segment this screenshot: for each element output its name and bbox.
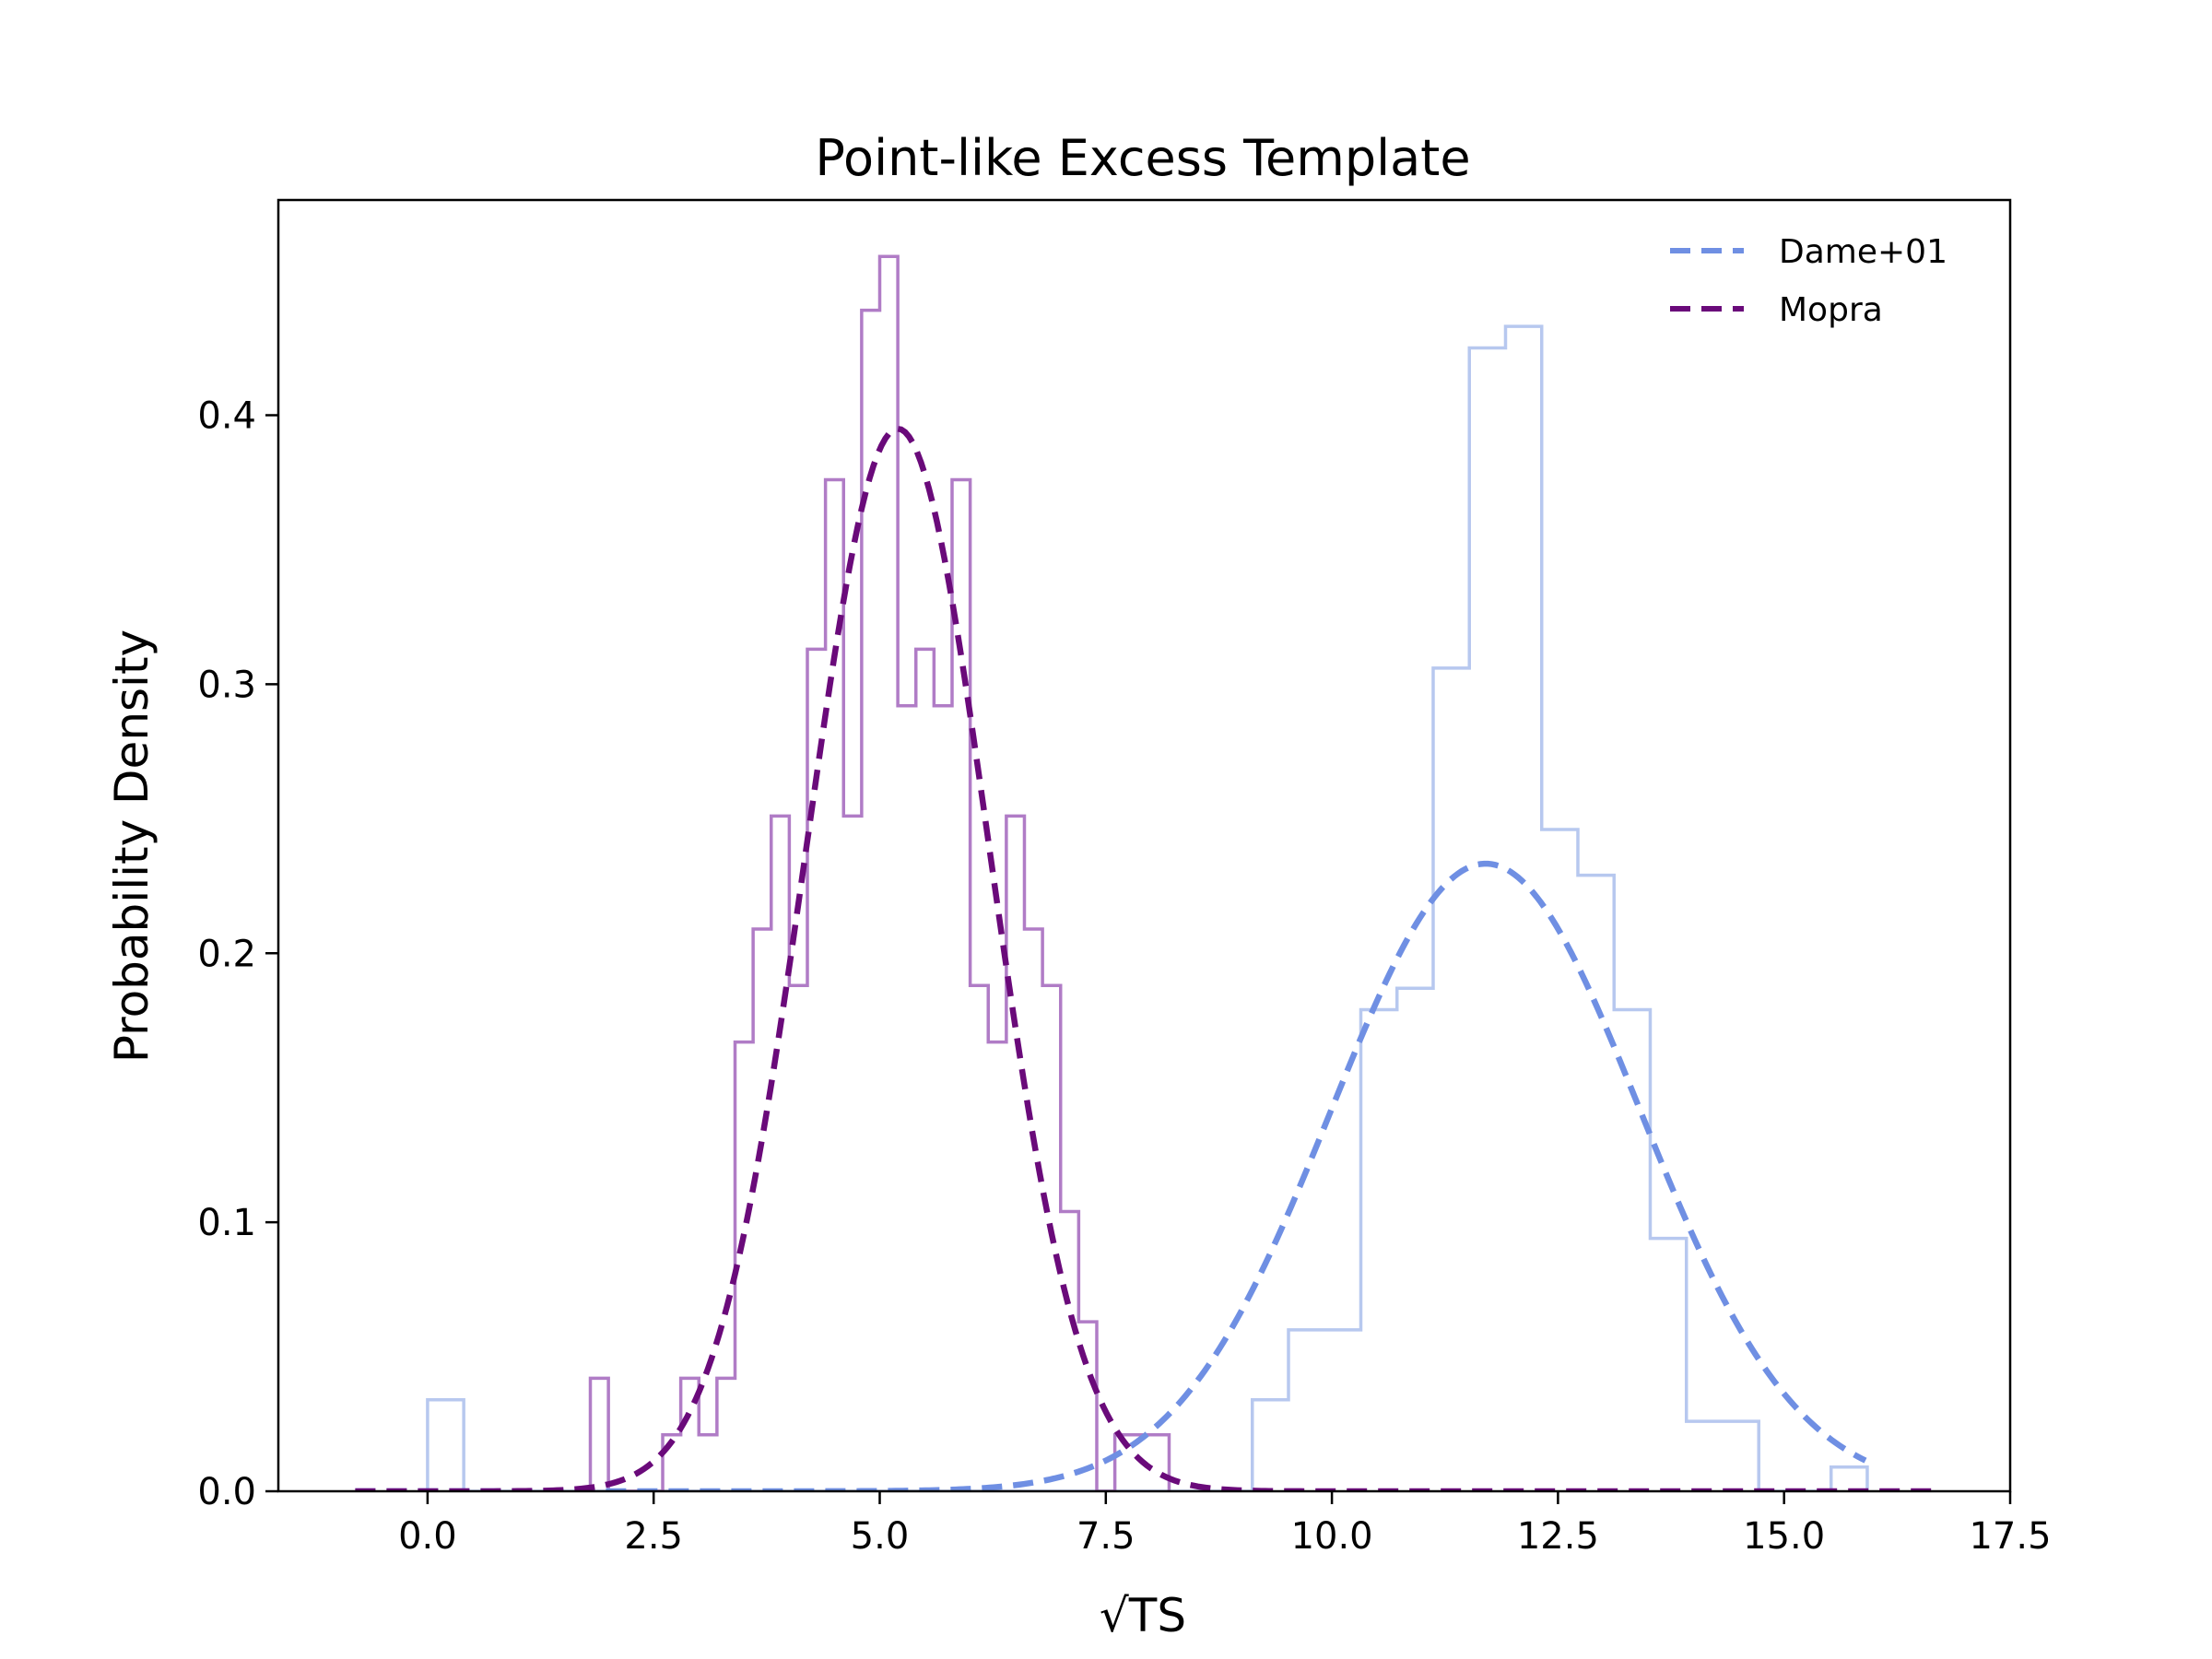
x-tick-label: 7.5 (1077, 1515, 1135, 1558)
x-tick-label: 12.5 (1517, 1515, 1599, 1558)
histogram-mopra (588, 254, 1171, 1491)
fit-curve-mopra (355, 425, 1938, 1491)
plot-area (355, 254, 1938, 1491)
x-tick-label: 10.0 (1291, 1515, 1373, 1558)
legend: Dame+01 Mopra (1670, 233, 1947, 329)
y-tick-label: 0.3 (197, 664, 256, 706)
y-tick-label: 0.2 (197, 933, 256, 975)
legend-label-mopra: Mopra (1779, 291, 1883, 329)
y-tick-label: 0.4 (197, 395, 256, 438)
plot-frame (276, 198, 2012, 1493)
y-axis-label: Probability Density (105, 629, 159, 1063)
x-axis: 0.0 2.5 5.0 7.5 10.0 12.5 15.0 17.5 (398, 1491, 2052, 1558)
x-tick-label: 2.5 (624, 1515, 683, 1558)
y-tick-label: 0.1 (197, 1202, 256, 1244)
x-tick-label: 17.5 (1969, 1515, 2051, 1558)
fit-curve-dame-01 (355, 860, 1867, 1491)
y-tick-label: 0.0 (197, 1471, 256, 1513)
chart-title: Point-like Excess Template (815, 129, 1470, 187)
x-axis-label: √TS (1100, 1589, 1186, 1642)
y-axis: 0.0 0.1 0.2 0.3 0.4 (197, 395, 278, 1513)
x-tick-label: 15.0 (1743, 1515, 1825, 1558)
histogram-dame-01 (426, 324, 1869, 1491)
x-tick-label: 0.0 (398, 1515, 457, 1558)
legend-label-dame: Dame+01 (1779, 233, 1947, 271)
x-tick-label: 5.0 (851, 1515, 910, 1558)
